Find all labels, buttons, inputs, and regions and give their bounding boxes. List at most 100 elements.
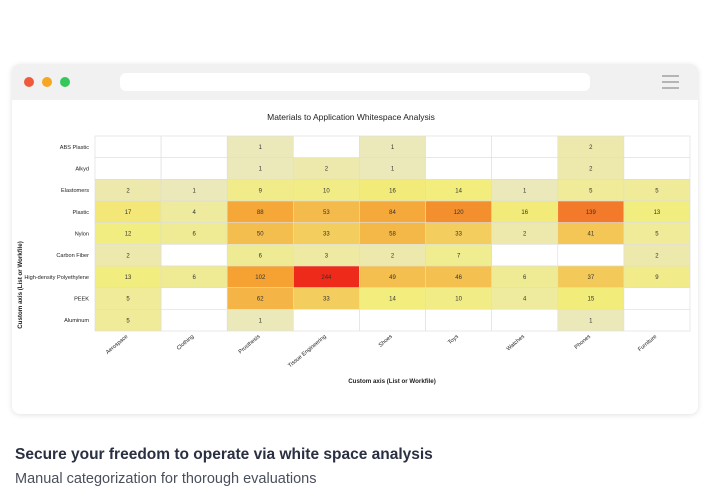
cell-value-label: 2	[589, 145, 593, 151]
cell-value-label: 5	[655, 232, 659, 238]
heatmap-chart: Materials to Application Whitespace Anal…	[17, 112, 691, 385]
cell-value-label: 5	[126, 297, 130, 303]
heatmap-cell	[623, 157, 691, 180]
cell-value-label: 15	[587, 297, 594, 303]
cell-value-label: 88	[257, 210, 264, 216]
heatmap-cell	[293, 135, 360, 158]
heatmap-cell	[623, 287, 691, 310]
x-tick-label: Toys	[447, 334, 460, 346]
y-tick-label: Carbon Fiber	[56, 253, 89, 259]
cell-value-label: 2	[589, 167, 593, 173]
window-titlebar	[12, 64, 698, 100]
maximize-window-button[interactable]	[60, 77, 70, 87]
y-tick-label: Nylon	[75, 232, 89, 238]
heatmap-cell	[491, 244, 559, 267]
heatmap-cell	[359, 309, 426, 332]
cell-value-label: 16	[521, 210, 528, 216]
cell-value-label: 1	[259, 167, 263, 173]
cell-value-label: 3	[325, 253, 329, 259]
cell-value-label: 7	[457, 253, 461, 259]
cell-value-label: 5	[126, 318, 130, 324]
x-tick-label: Shoes	[378, 334, 394, 349]
cell-value-label: 14	[455, 188, 462, 194]
cell-value-label: 5	[589, 188, 593, 194]
cell-value-label: 33	[323, 297, 330, 303]
x-tick-label: Phones	[574, 334, 593, 351]
y-tick-label: Elastomers	[61, 188, 89, 194]
y-tick-label: Aluminum	[64, 318, 89, 324]
cell-value-label: 2	[655, 253, 659, 259]
cell-value-label: 50	[257, 232, 264, 238]
x-axis-label: Custom axis (List or Workfile)	[348, 378, 436, 385]
hamburger-icon[interactable]	[662, 75, 679, 89]
cell-value-label: 62	[257, 297, 264, 303]
cell-value-label: 6	[259, 253, 263, 259]
caption-title: Secure your freedom to operate via white…	[15, 446, 433, 463]
heatmap-cell	[94, 135, 162, 158]
cell-value-label: 14	[389, 297, 396, 303]
address-bar[interactable]	[120, 73, 590, 91]
cell-value-label: 5	[655, 188, 659, 194]
heatmap-cell	[160, 287, 228, 310]
heatmap-cell	[293, 309, 360, 332]
heatmap-cell	[94, 157, 162, 180]
cell-value-label: 10	[455, 297, 462, 303]
cell-value-label: 4	[192, 210, 196, 216]
cell-value-label: 102	[255, 275, 266, 281]
heatmap-cell	[425, 157, 492, 180]
cell-value-label: 13	[125, 275, 132, 281]
cell-value-label: 2	[126, 253, 130, 259]
x-tick-label: Aerospace	[105, 334, 129, 356]
cell-value-label: 41	[587, 232, 594, 238]
heatmap-cell	[491, 309, 559, 332]
cell-value-label: 10	[323, 188, 330, 194]
heatmap-cell	[425, 309, 492, 332]
y-tick-labels: ABS Plastic Alkyd Elastomers Plastic Nylon Ca…	[24, 145, 89, 324]
y-tick-label: High-density Polyethylene	[24, 275, 89, 281]
x-tick-label: Watches	[506, 334, 527, 353]
cell-value-label: 84	[389, 210, 396, 216]
heatmap-cell	[557, 244, 625, 267]
browser-window: Materials to Application Whitespace Anal…	[12, 64, 698, 414]
cell-value-label: 16	[389, 188, 396, 194]
minimize-window-button[interactable]	[42, 77, 52, 87]
cell-value-label: 9	[655, 275, 659, 281]
cell-value-label: 244	[321, 275, 332, 281]
cell-value-label: 1	[259, 145, 263, 151]
cell-value-label: 6	[523, 275, 527, 281]
x-tick-label: Clothing	[176, 334, 196, 352]
cell-value-label: 1	[391, 145, 395, 151]
heatmap-cell	[491, 135, 559, 158]
heatmap-cell	[160, 309, 228, 332]
close-window-button[interactable]	[24, 77, 34, 87]
x-tick-label: Tissue Engineering	[287, 334, 327, 369]
heatmap-cell	[160, 157, 228, 180]
cell-value-label: 49	[389, 275, 396, 281]
x-tick-label: Furniture	[637, 334, 658, 353]
heatmap-cell	[160, 244, 228, 267]
cell-value-label: 4	[523, 297, 527, 303]
y-tick-label: ABS Plastic	[60, 145, 89, 151]
y-axis-label: Custom axis (List or Workfile)	[17, 241, 24, 329]
cell-value-label: 13	[654, 210, 661, 216]
y-tick-label: PEEK	[74, 297, 89, 303]
cell-value-label: 6	[192, 275, 196, 281]
cell-value-label: 9	[259, 188, 263, 194]
cell-value-label: 6	[192, 232, 196, 238]
cell-value-label: 58	[389, 232, 396, 238]
heatmap-cell	[160, 135, 228, 158]
x-tick-labels: Aerospace Clothing Prosthesis Tissue Engine…	[105, 334, 658, 369]
cell-value-label: 33	[455, 232, 462, 238]
heatmap-cell	[425, 135, 492, 158]
y-tick-label: Plastic	[73, 210, 90, 216]
cell-value-label: 1	[259, 318, 263, 324]
heatmap-cell	[623, 309, 691, 332]
heatmap-cell	[491, 157, 559, 180]
chart-title: Materials to Application Whitespace Anal…	[267, 112, 435, 122]
caption-subtitle: Manual categorization for thorough evalu…	[15, 471, 317, 487]
cell-value-label: 1	[391, 167, 395, 173]
cell-value-label: 1	[192, 188, 196, 194]
cell-value-label: 1	[589, 318, 593, 324]
cell-value-label: 17	[125, 210, 132, 216]
cell-value-label: 37	[587, 275, 594, 281]
